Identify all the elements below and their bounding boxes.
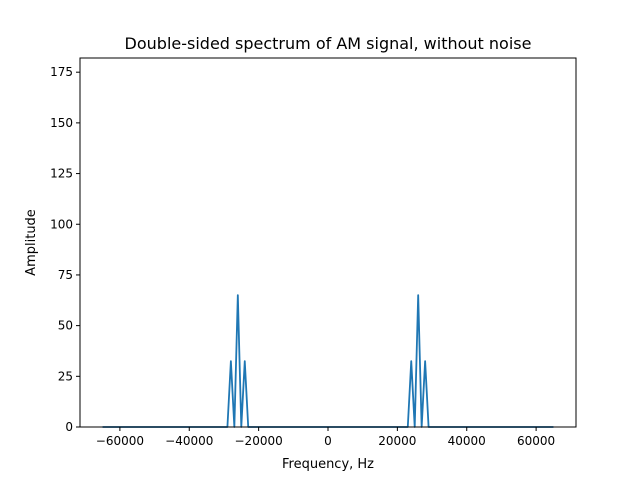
x-tick-label: −40000 <box>165 434 213 448</box>
x-tick-label: 40000 <box>448 434 486 448</box>
series-layer <box>102 294 554 428</box>
y-tick-label: 50 <box>58 319 73 333</box>
y-tick-label: 100 <box>50 217 73 231</box>
x-tick-label: −60000 <box>96 434 144 448</box>
x-tick-label: 0 <box>324 434 332 448</box>
y-tick-label: 125 <box>50 167 73 181</box>
y-tick-label: 150 <box>50 116 73 130</box>
x-axis-label: Frequency, Hz <box>282 457 374 472</box>
x-tick-label: −20000 <box>235 434 283 448</box>
plot-frame <box>79 57 577 428</box>
y-tick-label: 175 <box>50 65 73 79</box>
y-tick-label: 25 <box>58 369 73 383</box>
x-tick-label: 60000 <box>517 434 555 448</box>
x-axis-ticks: −60000 −40000 −20000 0 20000 40000 60000 <box>96 427 555 448</box>
x-tick-label: 20000 <box>378 434 416 448</box>
chart-title: Double-sided spectrum of AM signal, with… <box>125 34 532 53</box>
series-line-0 <box>102 294 554 428</box>
y-axis-label: Amplitude <box>24 209 39 276</box>
y-axis-ticks: 0 25 50 75 100 125 150 175 <box>50 65 80 434</box>
y-tick-label: 0 <box>65 420 73 434</box>
y-tick-label: 75 <box>58 268 73 282</box>
